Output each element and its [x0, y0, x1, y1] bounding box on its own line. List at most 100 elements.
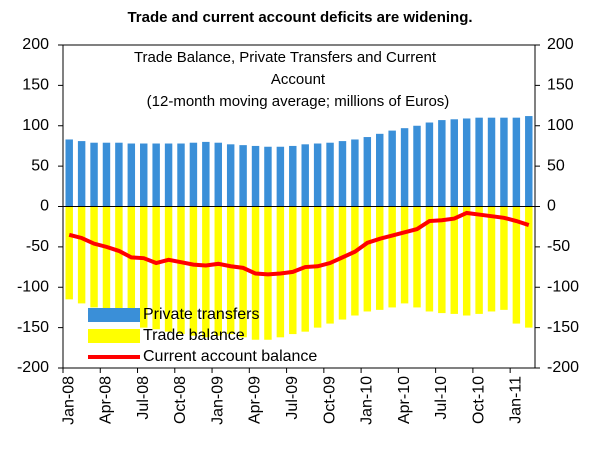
bar	[239, 206, 247, 338]
bar	[65, 206, 73, 300]
bar	[525, 206, 533, 328]
bar	[388, 206, 396, 308]
y2-tick-label: 0	[547, 198, 556, 215]
bar	[115, 142, 123, 207]
bar	[438, 120, 446, 207]
x-tick-label: Oct-09	[321, 376, 338, 424]
y2-tick-label: -100	[547, 278, 579, 295]
bar	[276, 146, 285, 207]
bar	[525, 116, 533, 207]
bar	[400, 206, 409, 304]
y-tick-label: -150	[17, 319, 49, 336]
y-tick-label: 50	[31, 157, 49, 174]
bar	[512, 117, 521, 207]
x-tick-label: Apr-08	[98, 376, 115, 424]
y-tick-label: -100	[17, 278, 49, 295]
bar	[140, 143, 148, 207]
bar	[413, 206, 421, 308]
legend-label: Current account balance	[143, 348, 317, 365]
bar	[140, 206, 148, 328]
bar	[164, 143, 173, 207]
bar	[289, 145, 297, 207]
bar	[77, 141, 86, 207]
bar	[202, 141, 210, 207]
legend-label: Private transfers	[143, 306, 259, 323]
bar	[487, 117, 496, 207]
y2-tick-label: 100	[547, 117, 574, 134]
x-tick-label: Oct-08	[172, 376, 189, 424]
y-tick-label: 200	[22, 36, 49, 53]
bar	[500, 206, 508, 310]
bar	[152, 206, 160, 330]
bar	[239, 145, 247, 207]
x-tick-label: Apr-10	[396, 376, 413, 424]
bars	[65, 116, 533, 340]
bar	[127, 143, 136, 207]
bar	[425, 206, 434, 312]
bar	[152, 143, 160, 207]
bar	[226, 206, 235, 335]
x-tick-label: Jan-10	[359, 376, 376, 425]
bar	[462, 206, 471, 316]
bar	[90, 142, 98, 207]
legend-swatch	[88, 329, 140, 343]
y2-tick-label: 50	[547, 157, 565, 174]
chart-title: Trade and current account deficits are w…	[127, 9, 472, 26]
y2-tick-label: 150	[547, 77, 574, 94]
chart-subtitle: Account	[271, 71, 326, 88]
bar	[376, 133, 384, 207]
bar	[500, 117, 508, 207]
bar	[450, 119, 458, 207]
bar	[450, 206, 458, 314]
x-tick-label: Oct-10	[470, 376, 487, 424]
bar	[475, 117, 483, 207]
bar	[301, 144, 309, 207]
bar	[90, 206, 98, 308]
bar	[400, 128, 409, 207]
bar	[177, 143, 185, 207]
y2-tick-label: -50	[547, 238, 570, 255]
y-tick-label: -200	[17, 359, 49, 376]
bar	[512, 206, 521, 324]
x-tick-label: Jul-09	[284, 376, 301, 420]
y2-tick-label: -200	[547, 359, 579, 376]
bar	[102, 142, 111, 207]
y-tick-label: 100	[22, 117, 49, 134]
x-tick-label: Jan-11	[508, 376, 525, 424]
bar	[226, 144, 235, 207]
y-tick-label: -50	[26, 238, 49, 255]
bar	[65, 139, 73, 207]
bar	[251, 145, 260, 207]
bar	[338, 141, 347, 207]
legend-swatch	[88, 308, 140, 322]
bar	[177, 206, 185, 335]
bar	[115, 206, 123, 312]
bar	[351, 139, 359, 207]
bar	[413, 125, 421, 207]
bar	[376, 206, 384, 310]
bar	[313, 143, 322, 207]
bar	[425, 122, 434, 207]
x-tick-label: Jul-10	[433, 376, 450, 420]
bar	[338, 206, 347, 320]
legend-label: Trade balance	[143, 327, 245, 344]
bar	[127, 206, 136, 320]
bar	[388, 130, 396, 207]
bar	[189, 142, 198, 207]
y-tick-label: 150	[22, 77, 49, 94]
bar	[77, 206, 86, 304]
x-tick-label: Apr-09	[247, 376, 264, 424]
bar	[363, 206, 372, 312]
x-tick-label: Jul-08	[135, 376, 152, 420]
y2-tick-label: 200	[547, 36, 574, 53]
bar	[189, 206, 198, 336]
x-tick-label: Jan-08	[60, 376, 77, 425]
x-tick-label: Jan-09	[209, 376, 226, 425]
bar	[363, 137, 372, 207]
bar	[351, 206, 359, 316]
legend: Private transfers Trade balance Current ac…	[88, 306, 317, 365]
bar	[202, 206, 210, 338]
line	[68, 210, 530, 277]
bar	[214, 206, 222, 336]
